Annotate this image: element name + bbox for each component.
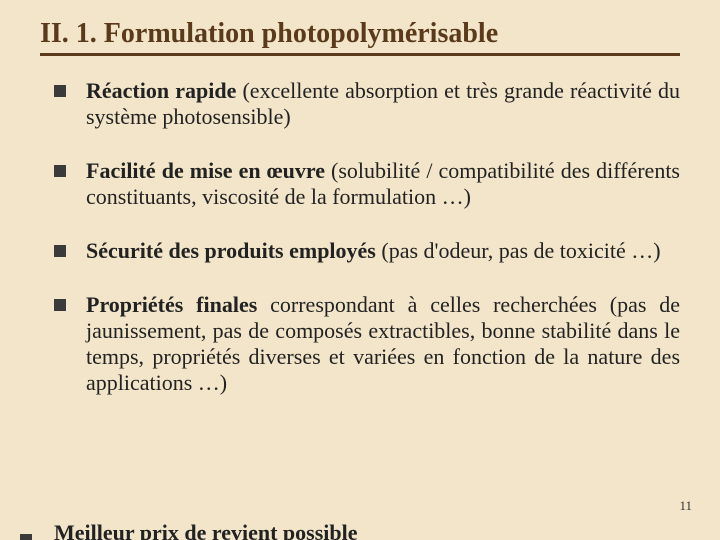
list-item: Facilité de mise en œuvre (solubilité / … (54, 158, 680, 210)
list-item: Sécurité des produits employés (pas d'od… (54, 238, 680, 264)
item-bold: Facilité de mise en œuvre (86, 158, 325, 183)
slide: II. 1. Formulation photopolymérisable Ré… (0, 0, 720, 540)
cut-off-item: Meilleur prix de revient possible (54, 520, 358, 540)
square-bullet-icon (54, 245, 66, 257)
square-bullet-icon (54, 165, 66, 177)
item-bold: Sécurité des produits employés (86, 238, 376, 263)
page-number: 11 (679, 498, 692, 514)
item-bold: Réaction rapide (86, 78, 236, 103)
bullet-list: Réaction rapide (excellente absorption e… (40, 78, 680, 396)
item-bold: Propriétés finales (86, 292, 257, 317)
square-bullet-icon (20, 534, 32, 540)
list-item: Réaction rapide (excellente absorption e… (54, 78, 680, 130)
item-rest: (pas d'odeur, pas de toxicité …) (376, 238, 661, 263)
square-bullet-icon (54, 299, 66, 311)
square-bullet-icon (54, 85, 66, 97)
slide-title: II. 1. Formulation photopolymérisable (40, 18, 680, 56)
list-item: Propriétés finales correspondant à celle… (54, 292, 680, 396)
